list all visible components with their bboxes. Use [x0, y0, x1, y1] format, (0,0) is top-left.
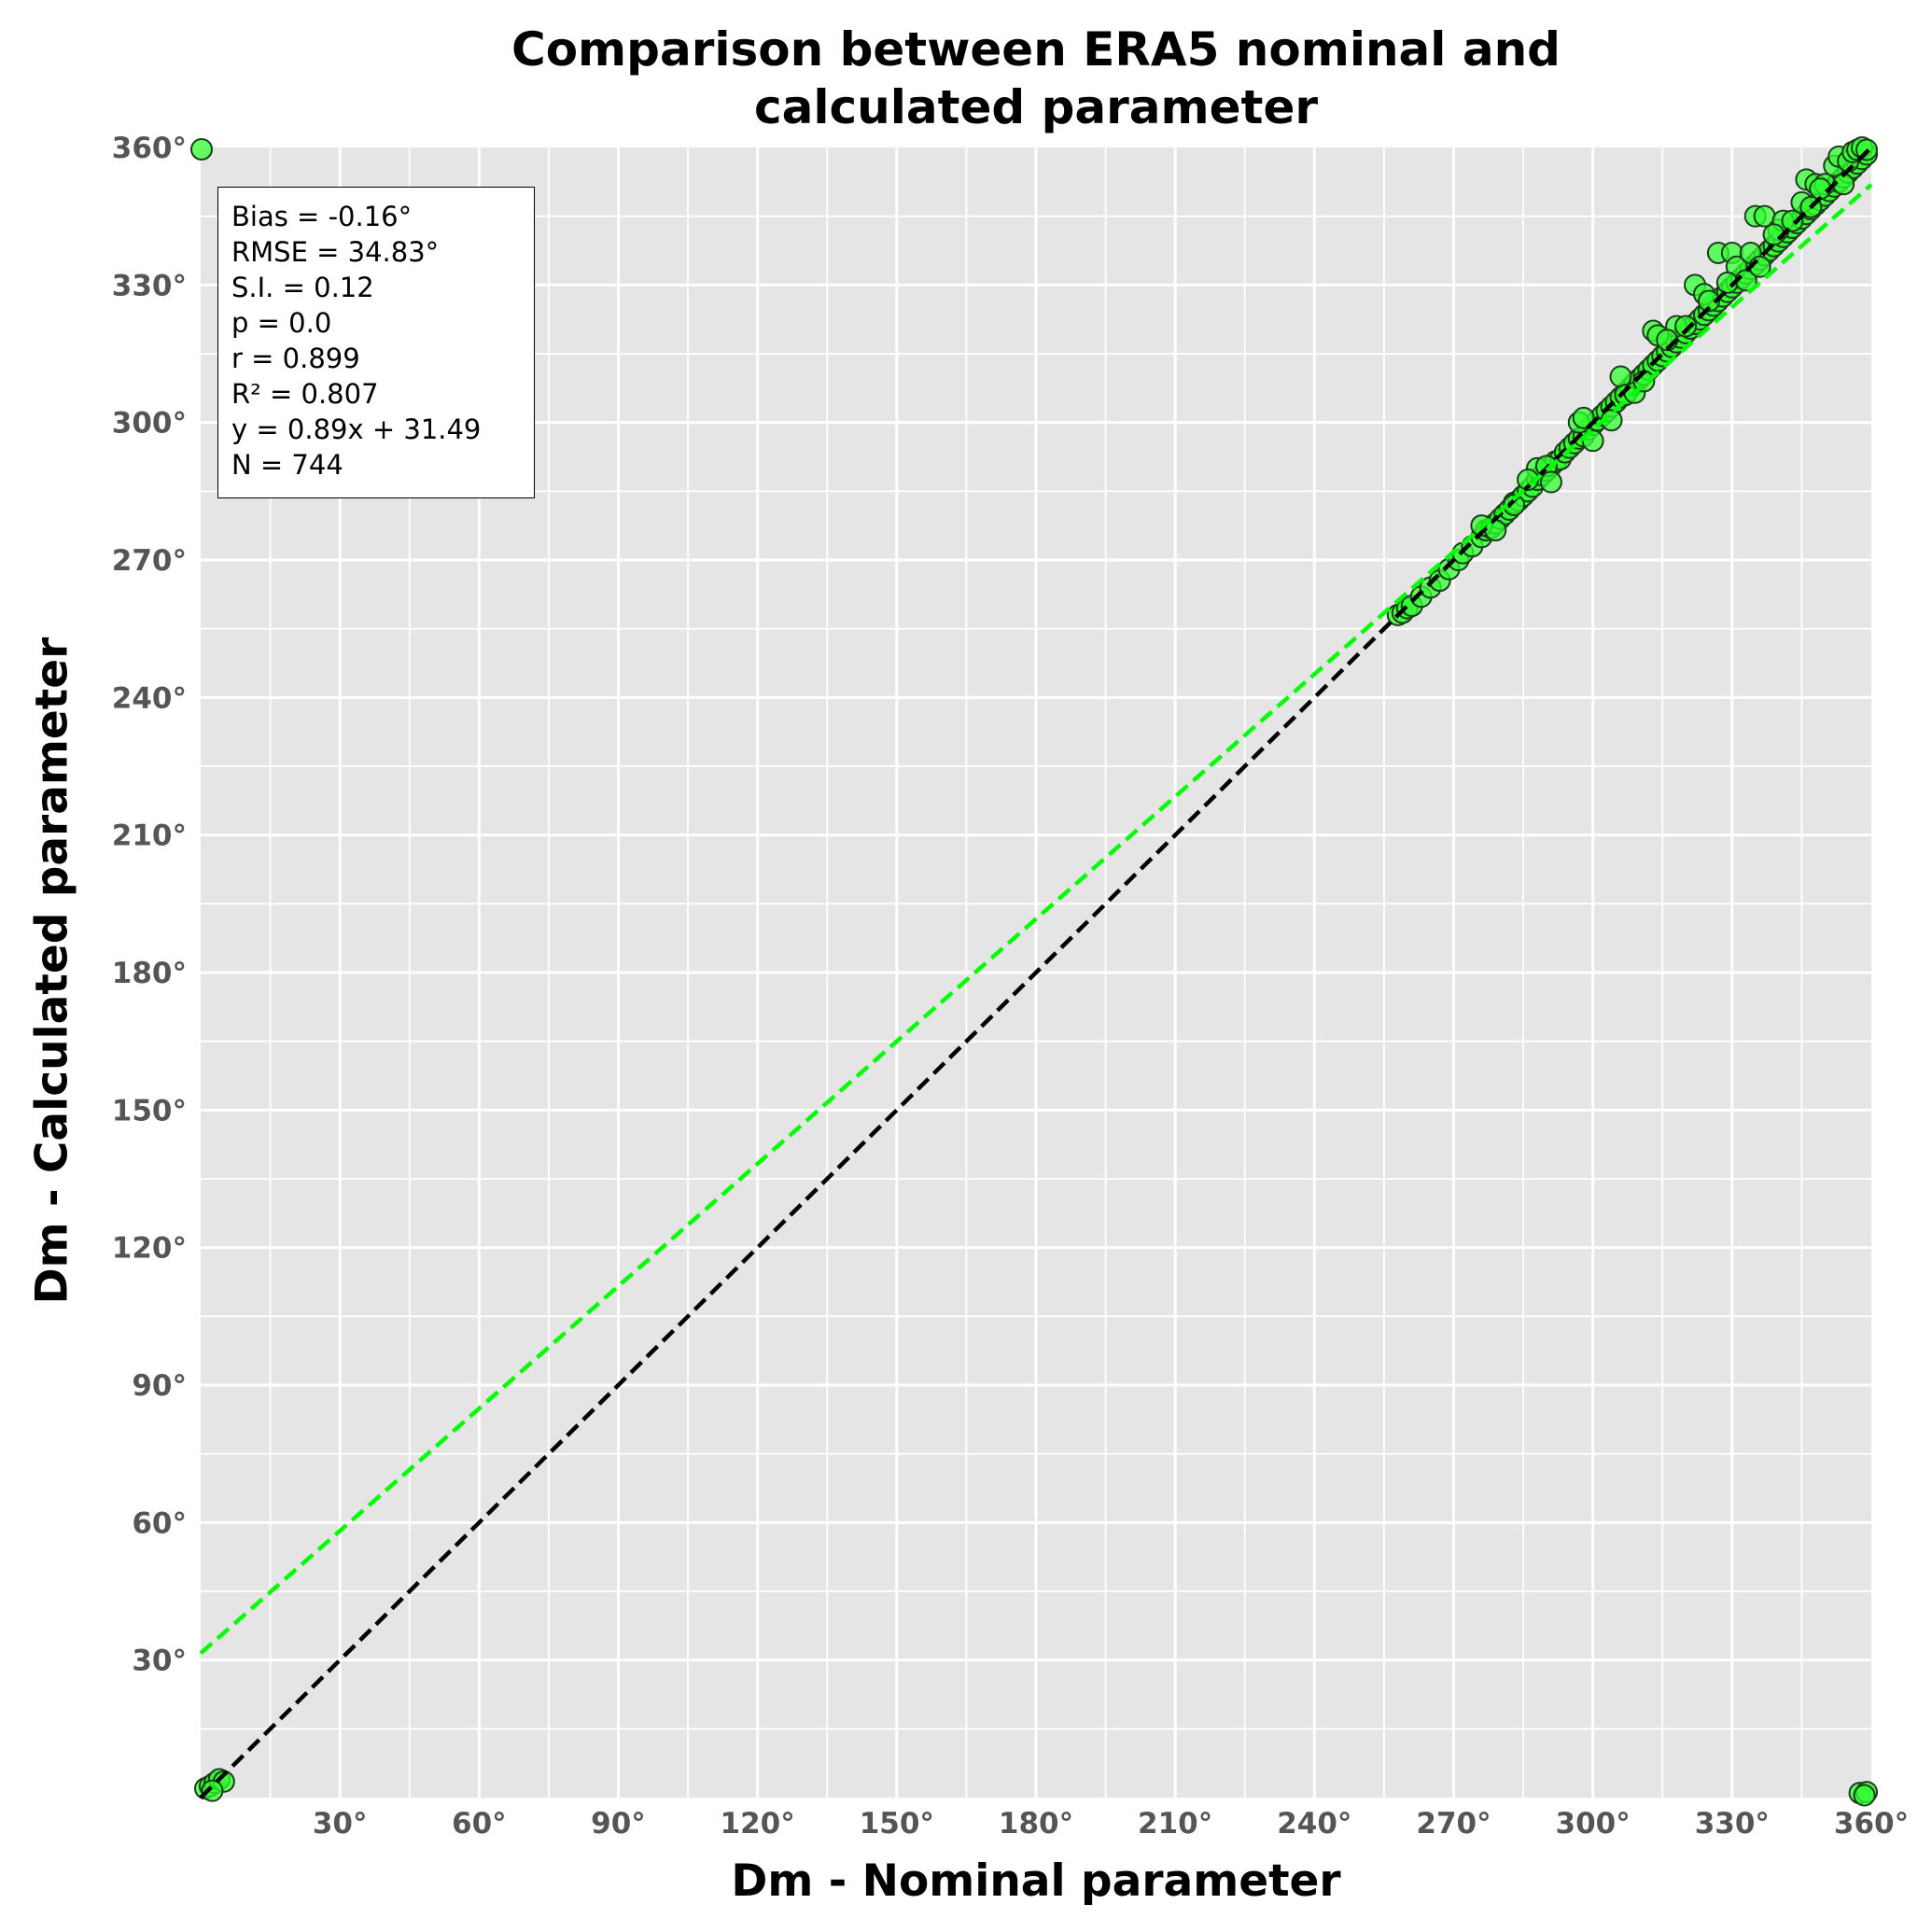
data-point [1781, 209, 1804, 232]
data-point [201, 1779, 224, 1802]
y-tick-label: 90° [132, 1369, 187, 1403]
y-tick-label: 300° [112, 407, 187, 441]
x-tick-label: 90° [591, 1807, 646, 1841]
stat-si: S.I. = 0.12 [231, 272, 374, 303]
y-tick-label: 240° [112, 681, 187, 715]
x-tick-label: 120° [721, 1807, 795, 1841]
y-tick-label: 60° [132, 1506, 187, 1540]
stat-regression: y = 0.89x + 31.49 [231, 413, 482, 445]
data-point [1539, 470, 1562, 494]
y-axis-label: Dm - Calculated parameter [26, 637, 78, 1305]
x-tick-label: 30° [313, 1807, 368, 1841]
data-point [1572, 406, 1595, 429]
y-tick-label: 180° [112, 957, 187, 990]
x-tick-label: 210° [1138, 1807, 1212, 1841]
y-tick-label: 150° [112, 1094, 187, 1127]
x-tick-label: 180° [999, 1807, 1073, 1841]
identity-line [199, 146, 1873, 1799]
stat-bias: Bias = -0.16° [231, 201, 413, 232]
y-tick-label: 30° [132, 1645, 187, 1678]
regression-line [199, 183, 1873, 1656]
x-tick-label: 300° [1556, 1807, 1631, 1841]
y-tick-label: 270° [112, 544, 187, 578]
y-tick-label: 120° [112, 1232, 187, 1266]
x-tick-label: 240° [1277, 1807, 1351, 1841]
stat-n: N = 744 [231, 449, 343, 481]
grid-lines [201, 147, 1871, 1798]
data-point [1674, 315, 1698, 338]
x-tick-label: 360° [1834, 1807, 1909, 1841]
stat-r: r = 0.899 [231, 343, 360, 374]
data-point [1697, 289, 1720, 313]
y-tick-label: 360° [112, 132, 187, 165]
stat-rmse: RMSE = 34.83° [231, 236, 440, 268]
stat-r2: R² = 0.807 [231, 378, 379, 410]
stats-legend-box: Bias = -0.16° RMSE = 34.83° S.I. = 0.12 … [217, 187, 535, 498]
y-tick-label: 210° [112, 819, 187, 853]
chart-title: Comparison between ERA5 nominal and calc… [511, 22, 1561, 134]
x-tick-label: 330° [1695, 1807, 1770, 1841]
y-axis-ticks: 30° 60° 90° 120° 150° 180° 210° 240° 270° 300° 330… [112, 132, 187, 1678]
x-axis-ticks: 30° 60° 90° 120° 150° 180° 210° 240° 270° 300° 330… [313, 1807, 1909, 1841]
x-axis-label: Dm - Nominal parameter [731, 1855, 1341, 1907]
x-tick-label: 60° [452, 1807, 507, 1841]
data-point [1853, 1784, 1876, 1807]
stat-p: p = 0.0 [231, 307, 332, 339]
y-tick-label: 330° [112, 269, 187, 302]
x-tick-label: 150° [860, 1807, 934, 1841]
reference-lines [199, 146, 1873, 1799]
x-tick-label: 270° [1416, 1807, 1491, 1841]
data-point [189, 137, 213, 161]
